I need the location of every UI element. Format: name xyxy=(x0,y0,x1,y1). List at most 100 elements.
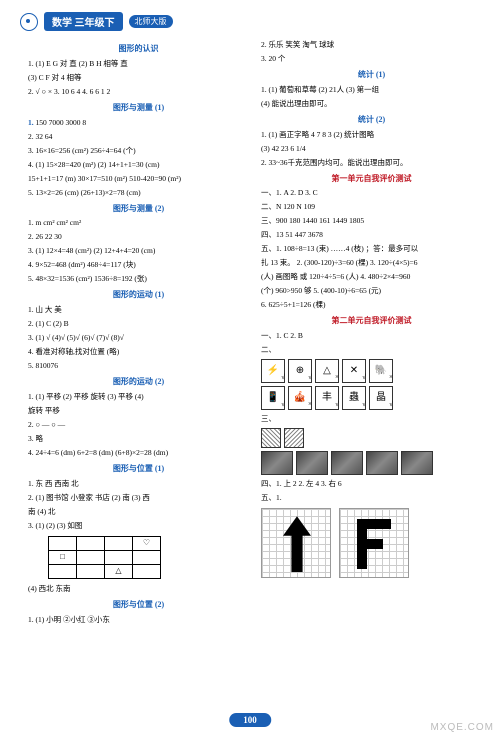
char3-icon: 晶√ xyxy=(369,386,393,410)
heading-measure1: 图形与测量 (1) xyxy=(28,102,249,115)
line: 3. 20 个 xyxy=(261,53,482,65)
cell xyxy=(133,550,161,564)
line: 5. 48×32=1536 (cm²) 1536÷8=192 (张) xyxy=(28,273,249,285)
triangle-icon: △× xyxy=(315,359,339,383)
line: 1. (1) 平移 (2) 平移 旋转 (3) 平移 (4) xyxy=(28,391,249,403)
line: 2. ○ — ○ — xyxy=(28,419,249,431)
line: 2. 乐乐 笑笑 淘气 球球 xyxy=(261,39,482,51)
pattern-row xyxy=(261,428,482,448)
char2-icon: 蟲√ xyxy=(342,386,366,410)
symmetry-icons-row2: 📱√ 🎪× 丰√ 蟲√ 晶√ xyxy=(261,386,482,410)
line: 4. (1) 15×28=420 (m²) (2) 14+1+1=30 (cm) xyxy=(28,159,249,171)
rings-icon: ⊕√ xyxy=(288,359,312,383)
page-header: 数学 三年级下 北师大版 xyxy=(0,0,500,39)
line: (3) C F 对 4 相等 xyxy=(28,72,249,84)
line: 五、1. 108÷8=13 (束) ……4 (枝) ；答：最多可以 xyxy=(261,243,482,255)
cell xyxy=(49,536,77,550)
watermark-text: MXQE.COM xyxy=(430,722,494,733)
line: 二、N 120 N 109 xyxy=(261,201,482,213)
photo-thumbnail xyxy=(296,451,328,475)
line: 1. 东 西 西南 北 xyxy=(28,478,249,490)
heading-shapes: 图形的认识 xyxy=(28,43,249,56)
cross-icon: ✕√ xyxy=(342,359,366,383)
photo-thumbnail xyxy=(366,451,398,475)
line: 5. 13×2=26 (cm) (26+13)×2=78 (cm) xyxy=(28,187,249,199)
line: 旋转 平移 xyxy=(28,405,249,417)
line: 四、1. 上 2 2. 左 4 3. 右 6 xyxy=(261,478,482,490)
line: 扎 13 束。 2. (300-120)÷3=60 (棵) 3. 120÷(4×… xyxy=(261,257,482,269)
grade-text: 三年级下 xyxy=(75,18,115,29)
grid-art-row xyxy=(261,508,482,578)
glyph: △ xyxy=(323,363,331,379)
line: 2. 32 64 xyxy=(28,131,249,143)
cell: △ xyxy=(105,564,133,578)
content-columns: 图形的认识 1. (1) E G 对 直 (2) B H 相等 直 (3) C … xyxy=(0,39,500,628)
heading-position1: 图形与位置 (1) xyxy=(28,463,249,476)
glyph: ⊕ xyxy=(296,363,304,379)
line: 5. 810076 xyxy=(28,360,249,372)
photos-row xyxy=(261,451,482,475)
line: 3. 略 xyxy=(28,433,249,445)
line: 15+1+1=17 (m) 30×17=510 (m²) 510-420=90 … xyxy=(28,173,249,185)
photo-thumbnail xyxy=(331,451,363,475)
line: (人) 画图略 或 120÷4÷5=6 (人) 4. 480÷2×4=960 xyxy=(261,271,482,283)
cell xyxy=(77,550,105,564)
line: 四、13 51 447 3678 xyxy=(261,229,482,241)
left-column: 图形的认识 1. (1) E G 对 直 (2) B H 相等 直 (3) C … xyxy=(28,39,249,628)
tent-icon: 🎪× xyxy=(288,386,312,410)
line: 2. 33~36千克范围内均可。能说出理由即可。 xyxy=(261,157,482,169)
glyph: 📱 xyxy=(267,390,279,406)
line: 1. (1) 画正字略 4 7 8 3 (2) 统计图略 xyxy=(261,129,482,141)
line: 2. (1) 图书馆 小登家 书店 (2) 南 (3) 西 xyxy=(28,492,249,504)
line: 2. √ ○ × 3. 10 6 4 4. 6 6 1 2 xyxy=(28,86,249,98)
grid-letter-f xyxy=(339,508,409,578)
glyph: 丰 xyxy=(322,390,332,406)
cell: ♡ xyxy=(133,536,161,550)
position-table: ♡ □ △ xyxy=(48,536,161,579)
line: 6. 625÷5+1=126 (棵) xyxy=(261,299,482,311)
photo-thumbnail xyxy=(401,451,433,475)
line: 三、900 180 1440 161 1449 1805 xyxy=(261,215,482,227)
line: 一、1. C 2. B xyxy=(261,330,482,342)
line: 五、1. xyxy=(261,492,482,504)
page-number-badge: 100 xyxy=(229,713,271,727)
diag-pattern-icon xyxy=(261,428,281,448)
line: 3. (1) (2) (3) 如图 xyxy=(28,520,249,532)
symmetry-icons-row1: ⚡√ ⊕√ △× ✕√ 🐘× xyxy=(261,359,482,383)
lightning-icon: ⚡√ xyxy=(261,359,285,383)
line: 1. 山 大 美 xyxy=(28,304,249,316)
heading-measure2: 图形与测量 (2) xyxy=(28,203,249,216)
photo-thumbnail xyxy=(261,451,293,475)
line: 1. (1) 小明 ②小红 ③小东 xyxy=(28,614,249,626)
cell xyxy=(105,550,133,564)
line: 3. (1) 12×4=48 (cm²) (2) 12+4+4=20 (cm) xyxy=(28,245,249,257)
subject-text: 数学 xyxy=(52,18,72,29)
line: 4. 看准对称轴,找对位置 (略) xyxy=(28,346,249,358)
diag-pattern-icon xyxy=(284,428,304,448)
phone-icon: 📱√ xyxy=(261,386,285,410)
cell xyxy=(133,564,161,578)
glyph: 晶 xyxy=(376,390,386,406)
line: (3) 42 23 6 1/4 xyxy=(261,143,482,155)
glyph: 🎪 xyxy=(294,390,306,406)
cell: □ xyxy=(49,550,77,564)
heading-position2: 图形与位置 (2) xyxy=(28,599,249,612)
grid-arrow-up xyxy=(261,508,331,578)
char1-icon: 丰√ xyxy=(315,386,339,410)
line: 1. (1) 葡萄和草莓 (2) 21人 (3) 第一组 xyxy=(261,84,482,96)
cell xyxy=(105,536,133,550)
line: 三、 xyxy=(261,413,482,425)
bulb-icon xyxy=(20,13,38,31)
cell xyxy=(77,536,105,550)
line: (4) 西北 东南 xyxy=(28,583,249,595)
heading-unit1-test: 第一单元自我评价测试 xyxy=(261,173,482,186)
line: 4. 9×52=468 (dm²) 468÷4=117 (块) xyxy=(28,259,249,271)
line: 3. (1) √ (4)√ (5)√ (6)√ (7)√ (8)√ xyxy=(28,332,249,344)
heading-motion1: 图形的运动 (1) xyxy=(28,289,249,302)
glyph: 🐘 xyxy=(375,363,387,379)
line: (4) 能说出理由即可。 xyxy=(261,98,482,110)
line: 1. (1) E G 对 直 (2) B H 相等 直 xyxy=(28,58,249,70)
right-column: 2. 乐乐 笑笑 淘气 球球 3. 20 个 统计 (1) 1. (1) 葡萄和… xyxy=(261,39,482,628)
glyph: ⚡ xyxy=(267,363,279,379)
heading-stats2: 统计 (2) xyxy=(261,114,482,127)
